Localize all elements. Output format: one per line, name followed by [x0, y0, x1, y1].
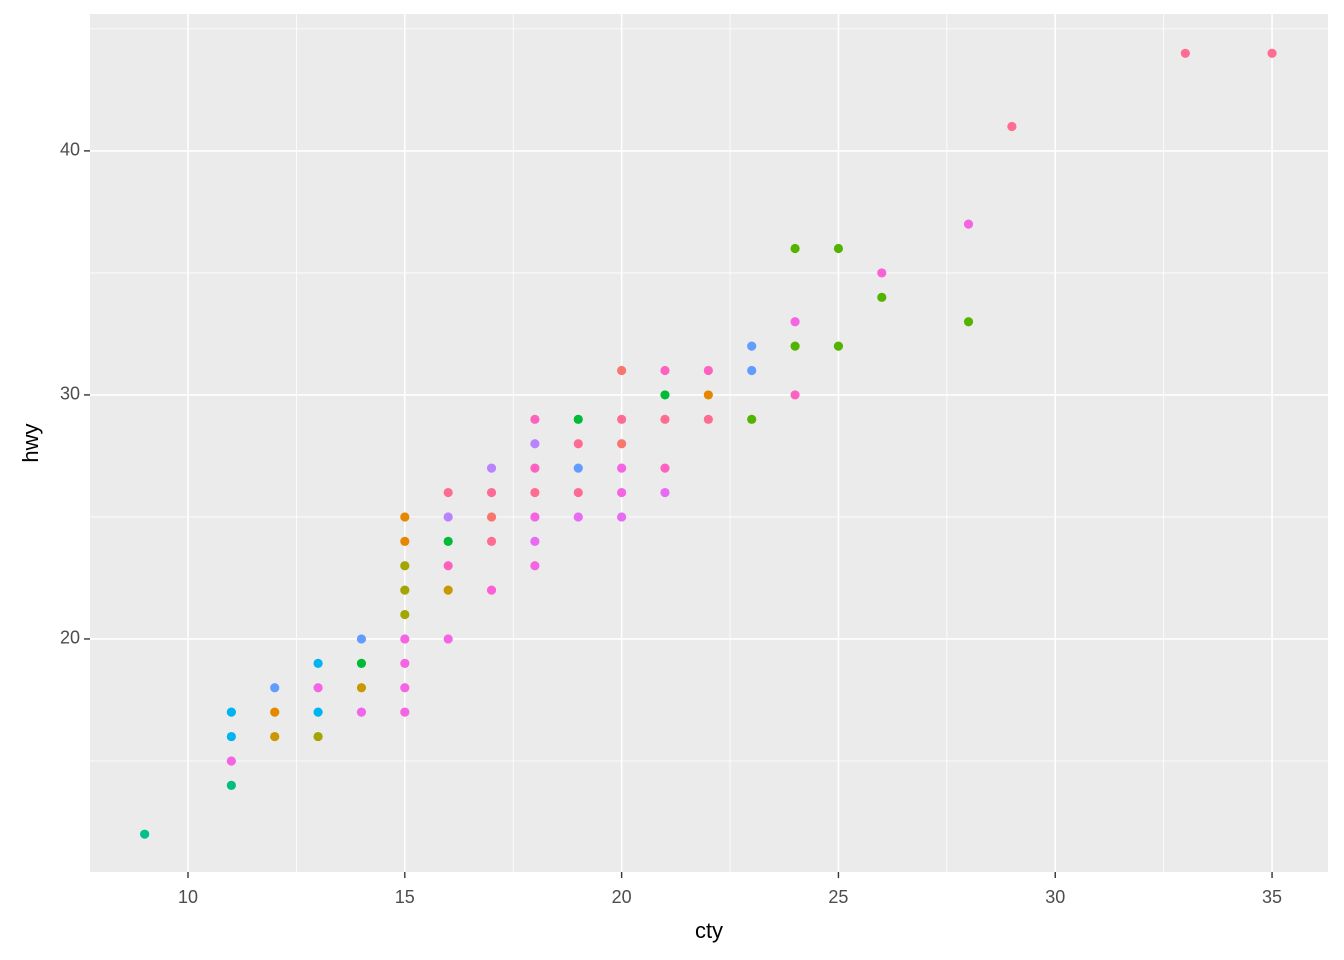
- point: [486, 512, 497, 522]
- point: [313, 731, 323, 742]
- x-tick-label: 30: [1045, 887, 1065, 907]
- x-tick-label: 35: [1262, 887, 1282, 907]
- point: [356, 683, 367, 693]
- point: [356, 634, 367, 644]
- point: [877, 292, 887, 302]
- point: [400, 658, 410, 668]
- point: [356, 707, 367, 717]
- point: [660, 463, 670, 473]
- point: [747, 414, 757, 424]
- point: [833, 341, 844, 351]
- point: [486, 487, 497, 498]
- point: [617, 487, 627, 498]
- point: [530, 463, 540, 473]
- y-tick-label: 40: [60, 140, 80, 160]
- point: [660, 487, 670, 498]
- point: [617, 365, 627, 376]
- point: [400, 683, 410, 693]
- point: [443, 561, 453, 571]
- y-axis-title: hwy: [18, 423, 43, 462]
- point: [1180, 48, 1190, 58]
- point: [400, 585, 410, 595]
- point: [443, 634, 453, 644]
- point: [790, 243, 800, 254]
- point: [573, 487, 583, 498]
- point: [703, 414, 713, 424]
- point: [226, 756, 236, 766]
- point: [790, 341, 800, 351]
- point: [877, 268, 887, 278]
- x-axis-title: cty: [695, 918, 723, 943]
- point: [486, 463, 497, 473]
- point: [703, 390, 713, 400]
- point: [660, 365, 670, 376]
- point: [833, 243, 844, 254]
- point: [617, 414, 627, 424]
- point: [400, 634, 410, 644]
- point: [790, 390, 800, 400]
- point: [660, 390, 670, 400]
- point: [963, 219, 974, 229]
- point: [226, 780, 236, 790]
- point: [486, 536, 497, 546]
- point: [400, 609, 410, 620]
- panel: [90, 14, 1328, 872]
- point: [530, 439, 540, 449]
- point: [573, 463, 583, 473]
- point: [313, 658, 323, 668]
- y-tick-label: 20: [60, 628, 80, 648]
- point: [573, 414, 583, 424]
- point: [270, 731, 280, 742]
- point: [1007, 121, 1017, 132]
- point: [530, 561, 540, 571]
- point: [443, 536, 453, 546]
- x-tick-label: 25: [828, 887, 848, 907]
- point: [400, 512, 410, 522]
- point: [660, 414, 670, 424]
- point: [530, 512, 540, 522]
- point: [226, 731, 236, 742]
- point: [356, 658, 367, 668]
- point: [443, 585, 453, 595]
- x-tick-label: 10: [178, 887, 198, 907]
- point: [443, 512, 453, 522]
- point: [443, 487, 453, 498]
- point: [617, 463, 627, 473]
- point: [573, 512, 583, 522]
- point: [790, 317, 800, 327]
- point: [530, 536, 540, 546]
- point: [747, 341, 757, 351]
- y-tick-label: 30: [60, 384, 80, 404]
- x-tick-label: 20: [612, 887, 632, 907]
- point: [486, 585, 497, 595]
- point: [313, 707, 323, 717]
- point: [400, 561, 410, 571]
- point: [530, 414, 540, 424]
- point: [226, 707, 236, 717]
- point: [617, 512, 627, 522]
- point: [400, 536, 410, 546]
- point: [703, 365, 713, 376]
- point: [963, 317, 974, 327]
- point: [747, 365, 757, 376]
- point: [313, 683, 323, 693]
- point: [1267, 48, 1277, 58]
- point: [270, 707, 280, 717]
- point: [270, 683, 280, 693]
- point: [400, 707, 410, 717]
- point: [617, 439, 627, 449]
- x-tick-label: 15: [395, 887, 415, 907]
- point: [140, 829, 150, 839]
- point: [530, 487, 540, 498]
- point: [573, 439, 583, 449]
